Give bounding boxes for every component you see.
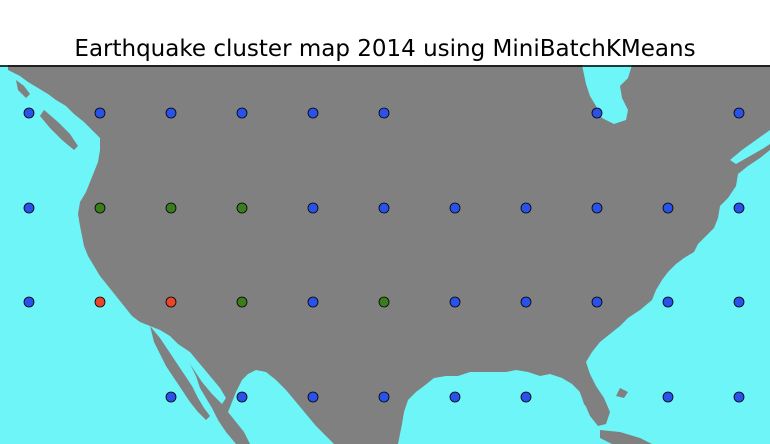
- cluster-point-blue: [662, 296, 674, 308]
- cluster-point-green: [378, 296, 390, 308]
- chart-title: Earthquake cluster map 2014 using MiniBa…: [74, 36, 696, 62]
- cluster-point-green: [236, 202, 248, 214]
- cluster-point-blue: [449, 296, 461, 308]
- cluster-point-blue: [378, 391, 390, 403]
- cluster-point-blue: [520, 202, 532, 214]
- cluster-point-blue: [449, 391, 461, 403]
- cluster-point-blue: [733, 391, 745, 403]
- cluster-point-blue: [165, 107, 177, 119]
- cluster-point-blue: [733, 202, 745, 214]
- cluster-map: [0, 65, 770, 444]
- cluster-point-blue: [449, 202, 461, 214]
- cluster-point-red: [94, 296, 106, 308]
- land-north-america: [8, 65, 770, 444]
- cluster-point-blue: [662, 202, 674, 214]
- cluster-point-blue: [591, 107, 603, 119]
- cluster-point-blue: [662, 391, 674, 403]
- cluster-point-blue: [378, 202, 390, 214]
- cluster-point-blue: [520, 391, 532, 403]
- cluster-point-blue: [591, 296, 603, 308]
- cluster-point-green: [165, 202, 177, 214]
- st-lawrence-inlet: [730, 130, 770, 164]
- cluster-point-blue: [733, 107, 745, 119]
- cluster-point-green: [94, 202, 106, 214]
- cluster-point-blue: [165, 391, 177, 403]
- cluster-point-blue: [307, 391, 319, 403]
- cluster-point-blue: [236, 391, 248, 403]
- cluster-point-blue: [23, 202, 35, 214]
- cluster-point-blue: [236, 107, 248, 119]
- cluster-point-blue: [591, 202, 603, 214]
- cluster-point-blue: [307, 107, 319, 119]
- gulf-of-california: [178, 344, 226, 404]
- cluster-points: [23, 107, 745, 403]
- cluster-point-blue: [733, 296, 745, 308]
- land-baja-peninsula: [150, 326, 210, 420]
- land-vancouver-island: [40, 110, 78, 150]
- cluster-point-blue: [307, 202, 319, 214]
- cluster-point-blue: [520, 296, 532, 308]
- cluster-point-blue: [307, 296, 319, 308]
- land-cuba: [600, 430, 652, 444]
- hudson-bay: [582, 65, 632, 124]
- land-bahamas: [616, 388, 628, 398]
- cluster-point-blue: [378, 107, 390, 119]
- cluster-point-green: [236, 296, 248, 308]
- land-coastal-island: [16, 80, 30, 98]
- cluster-point-red: [165, 296, 177, 308]
- cluster-point-blue: [94, 107, 106, 119]
- land-florida: [578, 372, 604, 426]
- cluster-point-blue: [23, 296, 35, 308]
- cluster-point-blue: [23, 107, 35, 119]
